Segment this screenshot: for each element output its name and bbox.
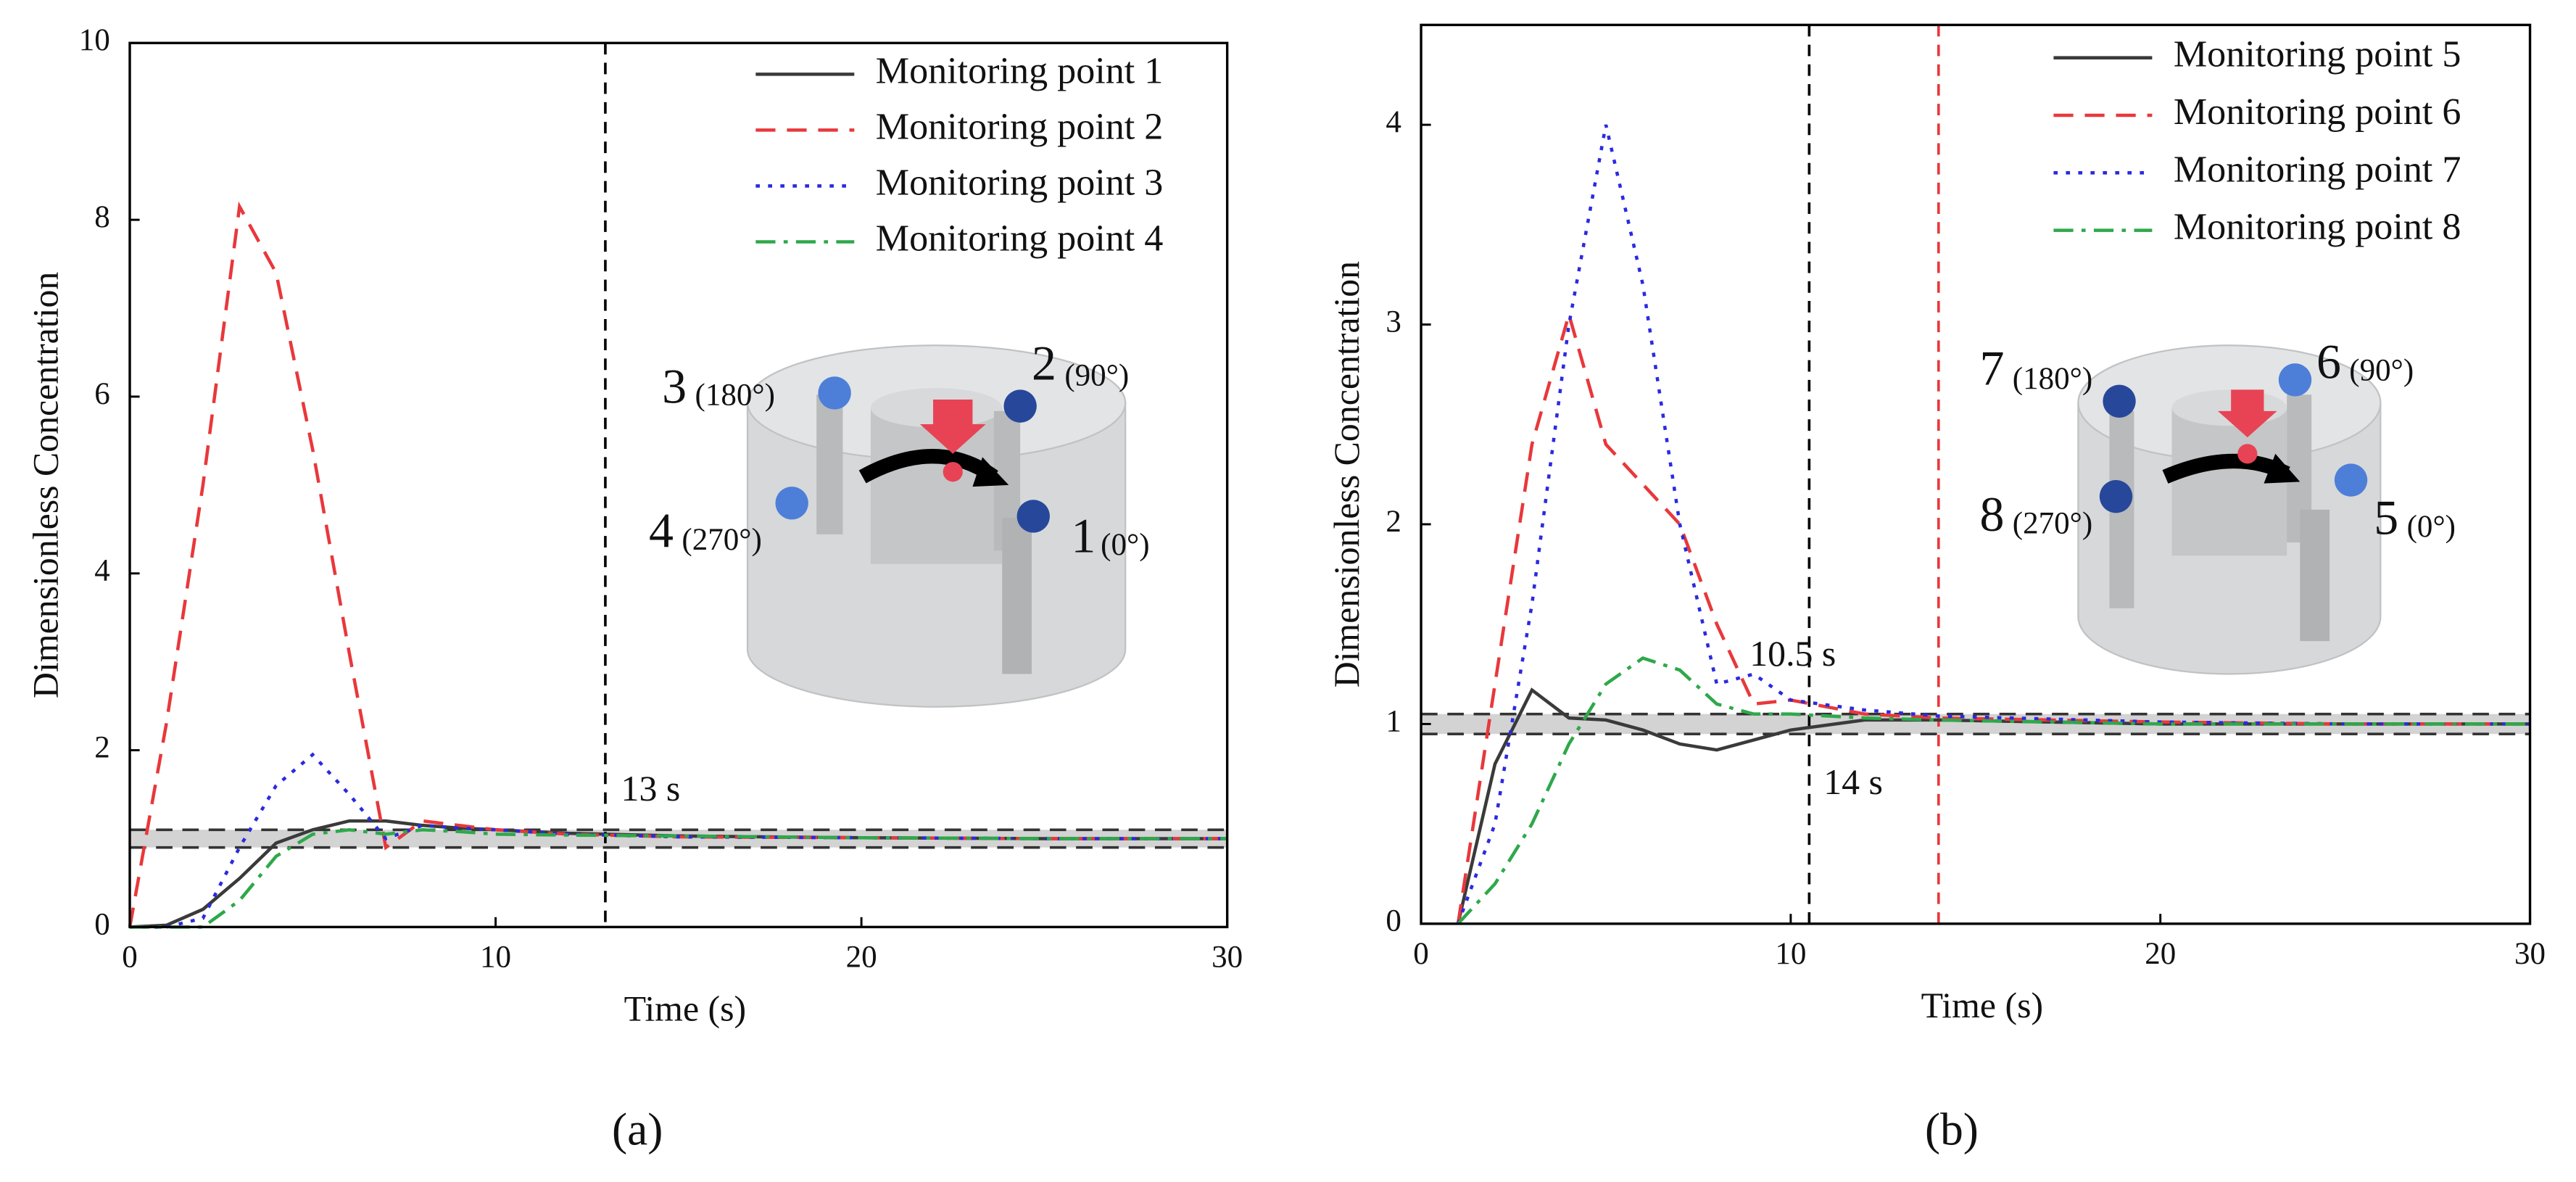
y-tick-label: 3 — [1386, 305, 1401, 339]
y-axis-title: Dimensionless Concentration — [1327, 261, 1367, 687]
x-tick-label: 10 — [480, 941, 511, 975]
legend-label: Monitoring point 8 — [2174, 207, 2461, 248]
x-tick-label: 30 — [2514, 937, 2546, 971]
series-line — [1456, 687, 2530, 925]
annotation: 14 s — [1823, 762, 1883, 802]
inset-number: 4 — [649, 503, 674, 558]
inset-number: 1 — [1071, 508, 1096, 563]
caption: (b) — [1925, 1103, 1979, 1154]
series-line — [128, 201, 1227, 927]
inset-number: 5 — [2374, 490, 2398, 545]
annotation: 13 s — [621, 769, 681, 809]
inset-number: 6 — [2316, 334, 2341, 389]
y-tick-label: 6 — [94, 377, 110, 411]
legend-label: Monitoring point 7 — [2174, 149, 2461, 190]
series-line — [130, 828, 1227, 929]
annotation: 10.5 s — [1749, 634, 1836, 674]
series-line — [1456, 124, 2530, 925]
inset-angle: (180°) — [2013, 362, 2092, 396]
legend-label: Monitoring point 1 — [876, 50, 1164, 91]
inlet-arrow — [919, 400, 986, 454]
x-axis-title: Time (s) — [624, 989, 746, 1029]
x-tick-label: 20 — [2145, 937, 2176, 971]
legend-label: Monitoring point 2 — [876, 106, 1164, 147]
inset-number: 7 — [1979, 340, 2004, 395]
baffle — [816, 394, 843, 534]
point-1 — [1016, 500, 1050, 533]
plot-frame — [1420, 23, 2532, 925]
inset-diagram: 3 (180°) 2 (90°) 4 (270°) 1 (0°) — [649, 336, 1150, 708]
inset-number: 3 — [662, 358, 687, 413]
y-tick-label: 0 — [1386, 904, 1401, 938]
x-tick-label: 0 — [1413, 937, 1429, 971]
caption: (a) — [612, 1103, 663, 1154]
y-tick-label: 8 — [94, 200, 110, 234]
legend-label: Monitoring point 3 — [876, 162, 1164, 203]
point-3 — [818, 376, 851, 410]
y-tick-label: 2 — [1386, 505, 1401, 539]
x-tick-label: 30 — [1212, 941, 1243, 975]
point-4 — [775, 487, 808, 520]
point-6 — [2278, 363, 2312, 397]
y-tick-label: 1 — [1386, 704, 1401, 738]
legend-label: Monitoring point 6 — [2174, 91, 2461, 133]
inset-angle: (270°) — [2013, 506, 2092, 540]
inset-angle: (0°) — [1101, 528, 1149, 562]
point-2 — [1003, 389, 1037, 423]
legend-label: Monitoring point 5 — [2174, 34, 2461, 75]
arrow-head — [2264, 453, 2300, 484]
series-line — [130, 752, 1227, 929]
arrow-head — [972, 457, 1009, 487]
y-tick-label: 0 — [94, 907, 110, 941]
inlet — [943, 462, 963, 482]
inset-number: 8 — [1979, 487, 2004, 542]
inlet — [2237, 444, 2258, 464]
point-5 — [2334, 463, 2368, 497]
inset-angle: (0°) — [2407, 510, 2456, 544]
x-tick-label: 0 — [122, 941, 138, 975]
y-tick-label: 10 — [79, 23, 110, 57]
y-axis-title: Dimensionless Concentration — [25, 272, 65, 698]
y-tick-label: 2 — [94, 730, 110, 764]
y-tick-label: 4 — [1386, 105, 1401, 139]
series-line — [1457, 656, 2530, 925]
point-7 — [2103, 384, 2136, 418]
inset-angle: (180°) — [695, 379, 774, 413]
baffle — [1002, 518, 1032, 674]
point-8 — [2099, 480, 2133, 513]
x-tick-label: 20 — [846, 941, 877, 975]
inset-angle: (90°) — [1064, 358, 1129, 392]
inset-diagram: 7 (180°) 6 (90°) 8 (270°) 5 (0°) — [1979, 334, 2456, 675]
inlet-arrow — [2218, 389, 2277, 438]
inset-angle: (90°) — [2349, 354, 2414, 388]
x-tick-label: 10 — [1775, 937, 1806, 971]
plot-frame — [128, 41, 1229, 929]
legend-label: Monitoring point 4 — [876, 218, 1164, 259]
y-tick-label: 4 — [94, 554, 110, 588]
x-axis-title: Time (s) — [1921, 985, 2044, 1025]
inset-angle: (270°) — [682, 523, 761, 557]
inset-number: 2 — [1032, 336, 1056, 391]
baffle — [2300, 509, 2330, 642]
